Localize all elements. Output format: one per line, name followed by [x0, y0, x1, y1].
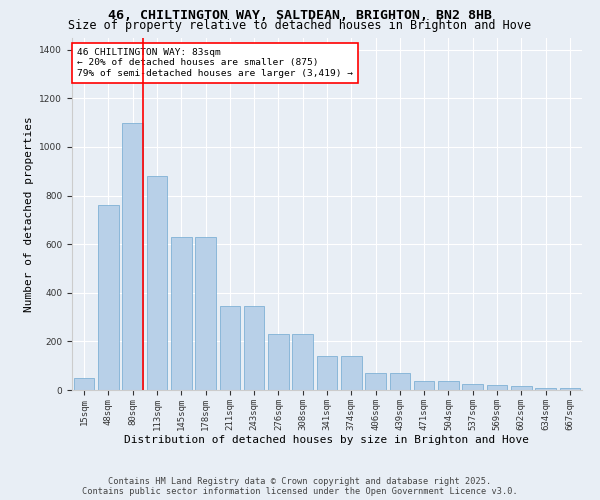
Bar	[535, 388, 556, 390]
Bar	[341, 356, 362, 390]
Text: 46 CHILTINGTON WAY: 83sqm
← 20% of detached houses are smaller (875)
79% of semi: 46 CHILTINGTON WAY: 83sqm ← 20% of detac…	[77, 48, 353, 78]
Text: Size of property relative to detached houses in Brighton and Hove: Size of property relative to detached ho…	[68, 19, 532, 32]
X-axis label: Distribution of detached houses by size in Brighton and Hove: Distribution of detached houses by size …	[125, 436, 530, 446]
Bar	[511, 386, 532, 390]
Bar	[195, 237, 216, 390]
Bar	[414, 382, 434, 390]
Bar	[438, 382, 459, 390]
Bar	[487, 385, 508, 390]
Bar	[268, 334, 289, 390]
Bar	[171, 237, 191, 390]
Bar	[74, 378, 94, 390]
Bar	[463, 384, 483, 390]
Bar	[244, 306, 265, 390]
Bar	[389, 373, 410, 390]
Bar	[560, 388, 580, 390]
Bar	[122, 122, 143, 390]
Bar	[317, 356, 337, 390]
Bar	[365, 373, 386, 390]
Bar	[98, 205, 119, 390]
Y-axis label: Number of detached properties: Number of detached properties	[24, 116, 34, 312]
Bar	[292, 334, 313, 390]
Text: Contains HM Land Registry data © Crown copyright and database right 2025.
Contai: Contains HM Land Registry data © Crown c…	[82, 476, 518, 496]
Bar	[146, 176, 167, 390]
Text: 46, CHILTINGTON WAY, SALTDEAN, BRIGHTON, BN2 8HB: 46, CHILTINGTON WAY, SALTDEAN, BRIGHTON,…	[108, 9, 492, 22]
Bar	[220, 306, 240, 390]
